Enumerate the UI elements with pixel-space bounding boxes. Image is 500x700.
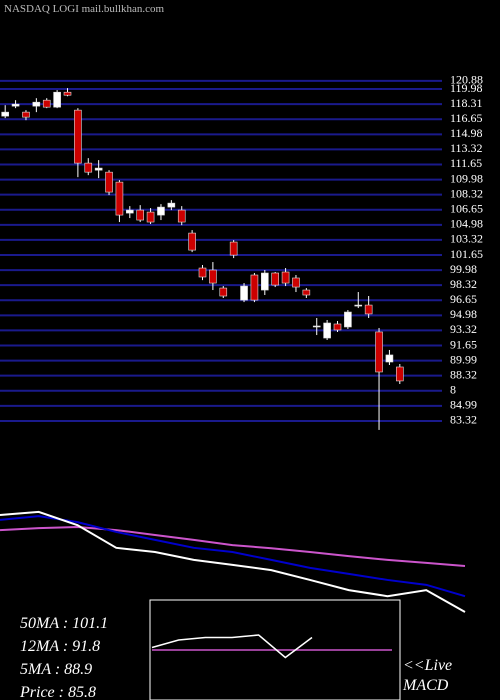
macd-line [151,634,313,659]
y-tick-label: 120.88 [450,73,483,87]
candle-body [177,209,186,223]
candle-body [167,202,176,208]
candle-body [74,109,82,164]
y-tick-label: 84.99 [450,398,477,412]
candle-body [302,289,311,296]
candle-body [198,267,207,278]
live-label: <<Live [403,657,452,674]
candle-body [385,354,394,363]
candle-body [11,103,20,107]
ma-label: 5MA : 88.9 [20,661,92,678]
ma-line [0,515,466,598]
candle-body [354,304,363,307]
candle-body [271,272,279,286]
y-tick-label: 88.32 [450,367,477,381]
ma-label: 50MA : 101.1 [20,615,108,632]
candle-body [229,241,238,256]
price-label: Price : 85.8 [19,684,96,700]
y-tick-label: 98.32 [450,277,477,291]
y-tick-label: 113.32 [450,141,483,155]
candle-body [115,181,124,216]
y-tick-label: 99.98 [450,262,477,276]
candle-body [312,325,321,328]
ma-label: 12MA : 91.8 [20,638,100,655]
y-tick-label: 91.65 [450,337,477,351]
candle-body [126,209,134,214]
macd-box [149,599,401,700]
candle-body [63,91,72,96]
candle-body [250,274,259,301]
y-tick-label: 83.32 [450,413,477,427]
y-tick-label: 93.32 [450,322,477,336]
candle-body [209,269,217,284]
live-label: MACD [402,677,449,694]
candle-body [323,322,331,339]
candle-body [344,311,352,328]
candle-body [42,99,51,108]
y-tick-label: 89.99 [450,352,477,366]
candle-body [375,331,383,373]
candle-body [1,111,9,117]
candle-body [53,91,61,108]
candle-body [240,285,248,301]
y-tick-label: 119.98 [450,81,483,95]
y-tick-label: 114.98 [450,126,483,140]
y-tick-label: 109.98 [450,171,483,185]
y-tick-label: 118.31 [450,96,483,110]
chart-title: NASDAQ LOGI mail.bullkhan.com [4,3,165,15]
candle-body [32,101,41,107]
candle-body [219,287,228,297]
candle-body [94,167,103,171]
ma-line [0,510,466,613]
y-tick-label: 108.32 [450,186,483,200]
candle-body [146,211,155,223]
candle-body [136,209,144,221]
candle-body [84,162,93,173]
y-tick-label: 104.98 [450,217,483,231]
y-tick-label: 94.98 [450,307,477,321]
y-tick-label: 96.65 [450,292,477,306]
y-tick-label: 116.65 [450,111,483,125]
candle-body [157,206,165,216]
candle-body [22,111,30,118]
candle-body [333,323,342,331]
y-tick-label: 8 [450,383,456,397]
ma-line [0,526,466,567]
candle-body [105,171,113,193]
y-tick-label: 101.65 [450,247,483,261]
y-tick-label: 106.65 [450,201,483,215]
candle-body [261,272,269,291]
candle-body [292,277,300,288]
candle-body [281,271,290,284]
y-tick-label: 111.65 [450,156,482,170]
y-tick-label: 103.32 [450,232,483,246]
candle-body [396,366,404,382]
candle-body [364,304,373,315]
candle-body [188,232,196,251]
